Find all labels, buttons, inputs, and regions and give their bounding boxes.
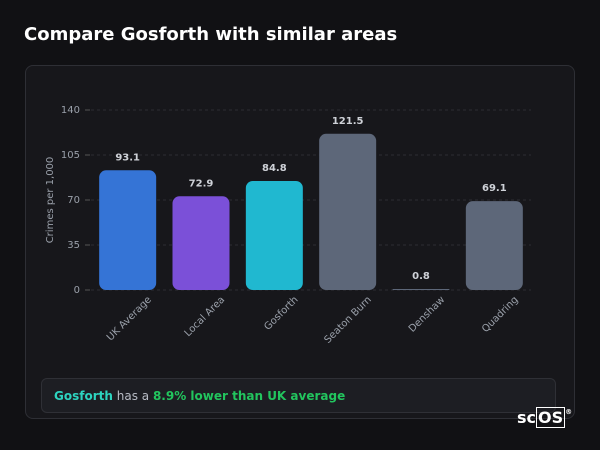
page-title: Compare Gosforth with similar areas [24, 24, 398, 45]
value-label: 0.8 [412, 271, 430, 282]
value-label: 93.1 [115, 152, 140, 163]
logo-boxed: OS [536, 407, 566, 428]
bar [465, 201, 523, 290]
x-tick-label: Seaton Burn [323, 294, 374, 345]
logo-text: sc [517, 408, 537, 427]
logo: sc OS ® [517, 407, 573, 428]
value-label: 72.9 [189, 178, 214, 189]
logo-mark: ® [565, 408, 573, 416]
bar [99, 170, 157, 290]
x-tick-label: Denshaw [407, 294, 447, 334]
y-tick-label: 70 [67, 195, 80, 206]
x-tick-label: Local Area [183, 294, 228, 339]
summary-highlight: 8.9% lower than UK average [152, 389, 346, 403]
y-tick-label: 35 [67, 240, 80, 251]
y-tick-label: 0 [74, 285, 80, 296]
value-label: 121.5 [332, 116, 364, 127]
y-axis-label: Crimes per 1,000 [45, 157, 56, 244]
value-label: 84.8 [262, 163, 287, 174]
summary-area: Gosforth [54, 389, 113, 403]
x-tick-label: Quadring [480, 294, 520, 334]
value-label: 69.1 [482, 183, 507, 194]
bar [319, 133, 377, 290]
x-tick-label: Gosforth [262, 294, 300, 332]
bar [392, 288, 450, 290]
bar [172, 196, 230, 290]
summary-box: Gosforth has a 8.9% lower than UK averag… [41, 378, 556, 413]
y-tick-label: 105 [61, 150, 80, 161]
bar [245, 180, 303, 290]
x-tick-label: UK Average [105, 294, 154, 343]
y-tick-label: 140 [61, 105, 80, 116]
summary-text: has a [116, 389, 150, 403]
